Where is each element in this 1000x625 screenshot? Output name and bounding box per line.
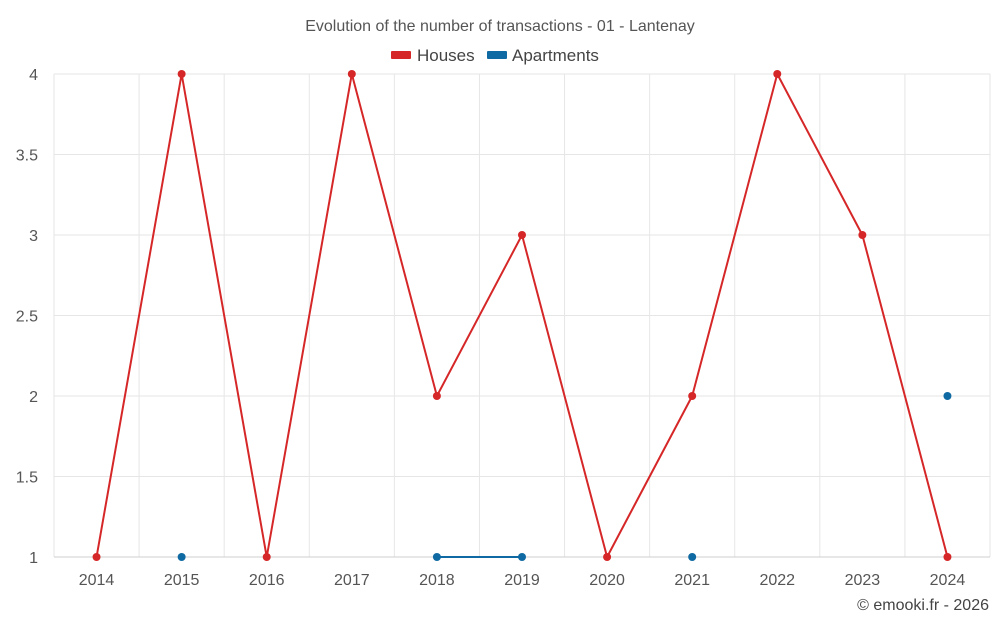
data-point-houses[interactable] — [773, 70, 782, 78]
data-point-houses[interactable] — [943, 553, 952, 561]
x-tick-label: 2018 — [419, 572, 455, 589]
x-tick-label: 2019 — [504, 572, 540, 589]
y-tick-label: 1.5 — [16, 470, 38, 487]
data-point-houses[interactable] — [518, 231, 526, 239]
data-point-apartments[interactable] — [518, 553, 526, 561]
y-tick-label: 4 — [29, 67, 38, 84]
x-tick-label: 2020 — [589, 572, 625, 589]
credit-text: © emooki.fr - 2026 — [857, 597, 989, 614]
x-tick-label: 2022 — [759, 572, 795, 589]
axes: 1 1.5 2 2.5 3 3.5 4 2014 2015 2016 2017 2018 2019 202… — [16, 67, 990, 589]
x-tick-label: 2017 — [334, 572, 370, 589]
legend-item-houses[interactable]: Houses — [391, 46, 475, 65]
y-tick-label: 3.5 — [16, 148, 38, 165]
data-point-houses[interactable] — [92, 553, 101, 561]
y-tick-label: 2 — [29, 389, 38, 406]
data-point-houses[interactable] — [858, 231, 867, 239]
data-point-houses[interactable] — [688, 392, 697, 400]
x-tick-label: 2014 — [79, 572, 115, 589]
legend-label-houses: Houses — [417, 46, 475, 65]
x-tick-label: 2016 — [249, 572, 285, 589]
series-houses — [92, 70, 952, 561]
series-apartments — [177, 392, 952, 561]
data-point-houses[interactable] — [347, 70, 356, 78]
data-point-apartments[interactable] — [943, 392, 952, 400]
legend-item-apartments[interactable]: Apartments — [487, 46, 599, 65]
data-point-houses[interactable] — [432, 392, 441, 400]
x-tick-label: 2024 — [930, 572, 966, 589]
data-point-apartments[interactable] — [432, 553, 441, 561]
data-point-apartments[interactable] — [177, 553, 186, 561]
y-tick-label: 2.5 — [16, 309, 38, 326]
legend-swatch-houses — [391, 51, 411, 59]
x-tick-label: 2015 — [164, 572, 200, 589]
data-point-houses[interactable] — [603, 553, 612, 561]
x-tick-label: 2021 — [674, 572, 710, 589]
legend-swatch-apartments — [487, 51, 507, 59]
legend-label-apartments: Apartments — [512, 46, 599, 65]
x-tick-label: 2023 — [845, 572, 881, 589]
data-point-houses[interactable] — [262, 553, 271, 561]
data-point-houses[interactable] — [177, 70, 186, 78]
chart-title: Evolution of the number of transactions … — [305, 18, 695, 35]
legend: Houses Apartments — [391, 46, 599, 65]
y-tick-label: 3 — [29, 228, 38, 245]
y-tick-label: 1 — [29, 550, 38, 567]
series — [92, 70, 952, 561]
data-point-apartments[interactable] — [688, 553, 697, 561]
